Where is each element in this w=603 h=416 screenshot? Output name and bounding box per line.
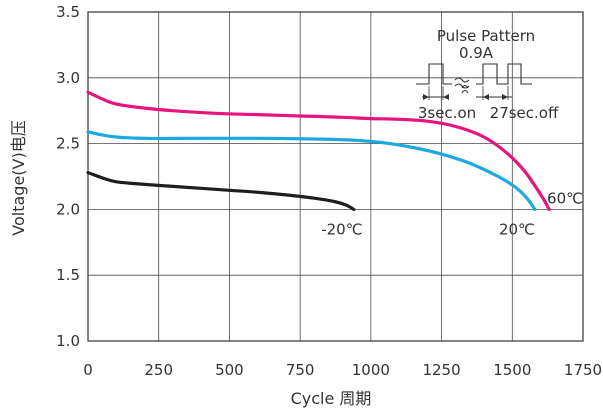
x-tick-label: 500 (215, 361, 244, 379)
pulse-waveform-2 (476, 63, 532, 85)
inset-current: 0.9A (459, 44, 494, 62)
pulse-waveform-1 (416, 63, 452, 85)
series-line-20c (86, 130, 537, 211)
inset-off-label: 27sec.off (490, 104, 559, 122)
x-tick-label: 1250 (422, 361, 460, 379)
y-tick-label: 3.0 (56, 69, 80, 87)
on-arrowheads (423, 94, 449, 100)
y-tick-label: 2.0 (56, 200, 80, 218)
tick-labels: 0 250 500 750 1000 1250 1500 1750 1.0 1.5 2.0 2.5 3.… (56, 3, 602, 379)
break-mark-2 (461, 84, 469, 94)
x-tick-label: 750 (286, 361, 315, 379)
y-tick-label: 1.0 (56, 332, 80, 350)
series (86, 90, 551, 211)
y-tick-label: 2.5 (56, 135, 80, 153)
series-label-20c: 20℃ (499, 220, 535, 238)
series-label-minus20c: -20℃ (321, 220, 362, 238)
inset-title: Pulse Pattern (437, 27, 535, 45)
x-axis-title: Cycle 周期 (291, 389, 372, 408)
y-tick-label: 1.5 (56, 266, 80, 284)
off-arrowheads (483, 94, 508, 100)
series-labels: 60℃ 20℃ -20℃ (321, 189, 583, 238)
break-mark-1 (454, 77, 470, 89)
inset-on-label: 3sec.on (418, 104, 476, 122)
plot-frame (87, 11, 584, 342)
series-line-minus20c (86, 171, 356, 211)
x-tick-label: 250 (144, 361, 173, 379)
y-tick-label: 3.5 (56, 3, 80, 21)
grid (87, 11, 584, 342)
x-tick-label: 1500 (493, 361, 531, 379)
x-tick-label: 1750 (564, 361, 602, 379)
x-tick-label: 1000 (352, 361, 390, 379)
y-axis-title: Voltage(V)电压 (9, 120, 28, 235)
series-label-60c: 60℃ (547, 189, 583, 207)
series-line-60c (86, 90, 551, 211)
x-tick-label: 0 (83, 361, 93, 379)
